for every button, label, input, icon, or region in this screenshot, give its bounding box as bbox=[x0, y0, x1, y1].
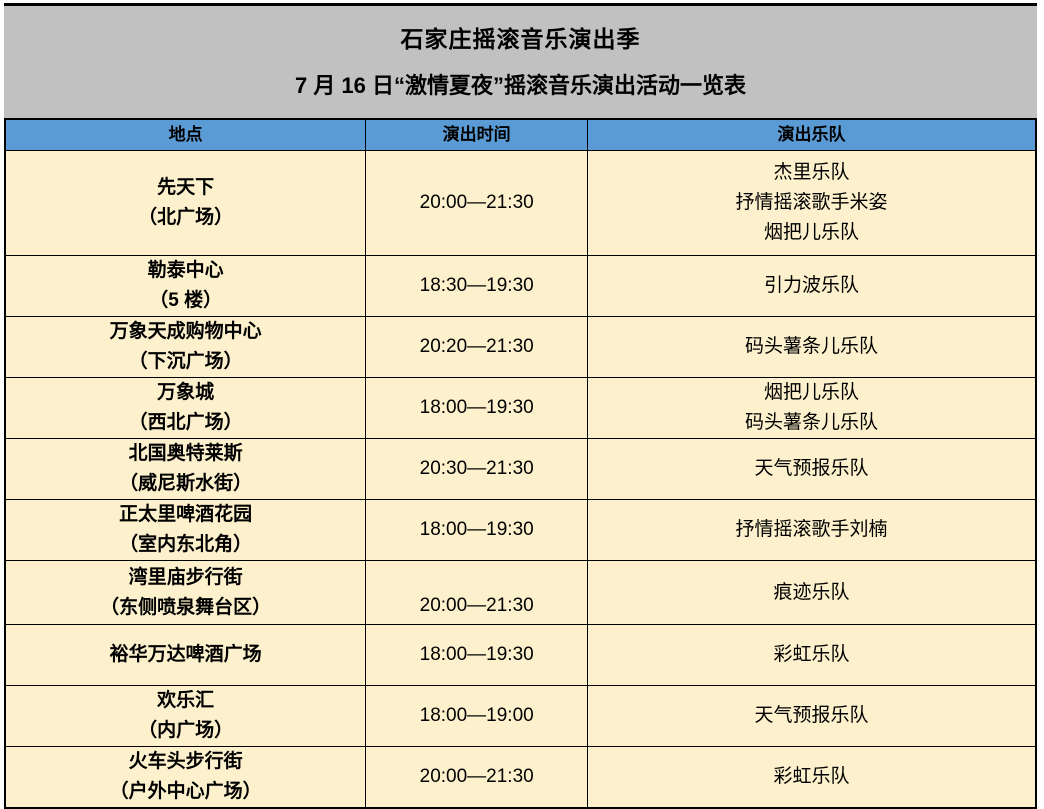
col-header-location: 地点 bbox=[4, 118, 367, 151]
location-cell: 北国奥特莱斯 （威尼斯水街） bbox=[4, 438, 367, 500]
time-cell: 18:00—19:00 bbox=[365, 685, 588, 747]
band-cell: 杰里乐队 抒情摇滚歌手米姿 烟把儿乐队 bbox=[587, 150, 1037, 256]
schedule-table: 地点 演出时间 演出乐队 先天下 （北广场） 20:00—21:30 杰里乐队 … bbox=[4, 118, 1037, 809]
time-cell: 20:30—21:30 bbox=[365, 438, 588, 500]
table-row: 先天下 （北广场） 20:00—21:30 杰里乐队 抒情摇滚歌手米姿 烟把儿乐… bbox=[4, 150, 1037, 256]
time-cell: 20:00—21:30 bbox=[365, 150, 588, 256]
band-cell: 天气预报乐队 bbox=[587, 438, 1037, 500]
time-cell: 20:00—21:30 bbox=[365, 746, 588, 809]
col-header-time: 演出时间 bbox=[365, 118, 588, 151]
location-cell: 湾里庙步行街 （东侧喷泉舞台区） bbox=[4, 560, 367, 625]
location-cell: 正太里啤酒花园 （室内东北角） bbox=[4, 499, 367, 561]
band-cell: 天气预报乐队 bbox=[587, 685, 1037, 747]
table-row: 欢乐汇 （内广场） 18:00—19:00 天气预报乐队 bbox=[4, 685, 1037, 747]
location-cell: 万象城 （西北广场） bbox=[4, 377, 367, 439]
band-cell: 码头薯条儿乐队 bbox=[587, 316, 1037, 378]
band-cell: 彩虹乐队 bbox=[587, 746, 1037, 809]
table-row: 湾里庙步行街 （东侧喷泉舞台区） 20:00—21:30 痕迹乐队 bbox=[4, 560, 1037, 625]
band-cell: 烟把儿乐队 码头薯条儿乐队 bbox=[587, 377, 1037, 439]
table-row: 勒泰中心 （5 楼） 18:30—19:30 引力波乐队 bbox=[4, 255, 1037, 317]
time-cell: 18:00—19:30 bbox=[365, 624, 588, 686]
location-cell: 裕华万达啤酒广场 bbox=[4, 624, 367, 686]
location-cell: 勒泰中心 （5 楼） bbox=[4, 255, 367, 317]
band-cell: 引力波乐队 bbox=[587, 255, 1037, 317]
band-cell: 抒情摇滚歌手刘楠 bbox=[587, 499, 1037, 561]
col-header-band: 演出乐队 bbox=[587, 118, 1037, 151]
table-row: 北国奥特莱斯 （威尼斯水街） 20:30—21:30 天气预报乐队 bbox=[4, 438, 1037, 500]
time-cell: 18:30—19:30 bbox=[365, 255, 588, 317]
location-cell: 火车头步行街 （户外中心广场） bbox=[4, 746, 367, 809]
band-cell: 彩虹乐队 bbox=[587, 624, 1037, 686]
location-cell: 先天下 （北广场） bbox=[4, 150, 367, 256]
page-title: 石家庄摇滚音乐演出季 bbox=[400, 25, 641, 52]
schedule-sheet: 石家庄摇滚音乐演出季 7 月 16 日“激情夏夜”摇滚音乐演出活动一览表 地点 … bbox=[4, 3, 1037, 809]
table-row: 正太里啤酒花园 （室内东北角） 18:00—19:30 抒情摇滚歌手刘楠 bbox=[4, 499, 1037, 561]
title-banner: 石家庄摇滚音乐演出季 7 月 16 日“激情夏夜”摇滚音乐演出活动一览表 bbox=[4, 3, 1037, 118]
table-row: 火车头步行街 （户外中心广场） 20:00—21:30 彩虹乐队 bbox=[4, 746, 1037, 809]
time-cell: 20:20—21:30 bbox=[365, 316, 588, 378]
time-cell: 18:00—19:30 bbox=[365, 499, 588, 561]
table-row: 万象天成购物中心 （下沉广场） 20:20—21:30 码头薯条儿乐队 bbox=[4, 316, 1037, 378]
time-cell: 20:00—21:30 bbox=[365, 560, 588, 625]
table-row: 万象城 （西北广场） 18:00—19:30 烟把儿乐队 码头薯条儿乐队 bbox=[4, 377, 1037, 439]
location-cell: 万象天成购物中心 （下沉广场） bbox=[4, 316, 367, 378]
table-header-row: 地点 演出时间 演出乐队 bbox=[4, 118, 1037, 151]
band-cell: 痕迹乐队 bbox=[587, 560, 1037, 625]
page-subtitle: 7 月 16 日“激情夏夜”摇滚音乐演出活动一览表 bbox=[294, 72, 747, 98]
time-cell: 18:00—19:30 bbox=[365, 377, 588, 439]
location-cell: 欢乐汇 （内广场） bbox=[4, 685, 367, 747]
table-row: 裕华万达啤酒广场 18:00—19:30 彩虹乐队 bbox=[4, 624, 1037, 686]
